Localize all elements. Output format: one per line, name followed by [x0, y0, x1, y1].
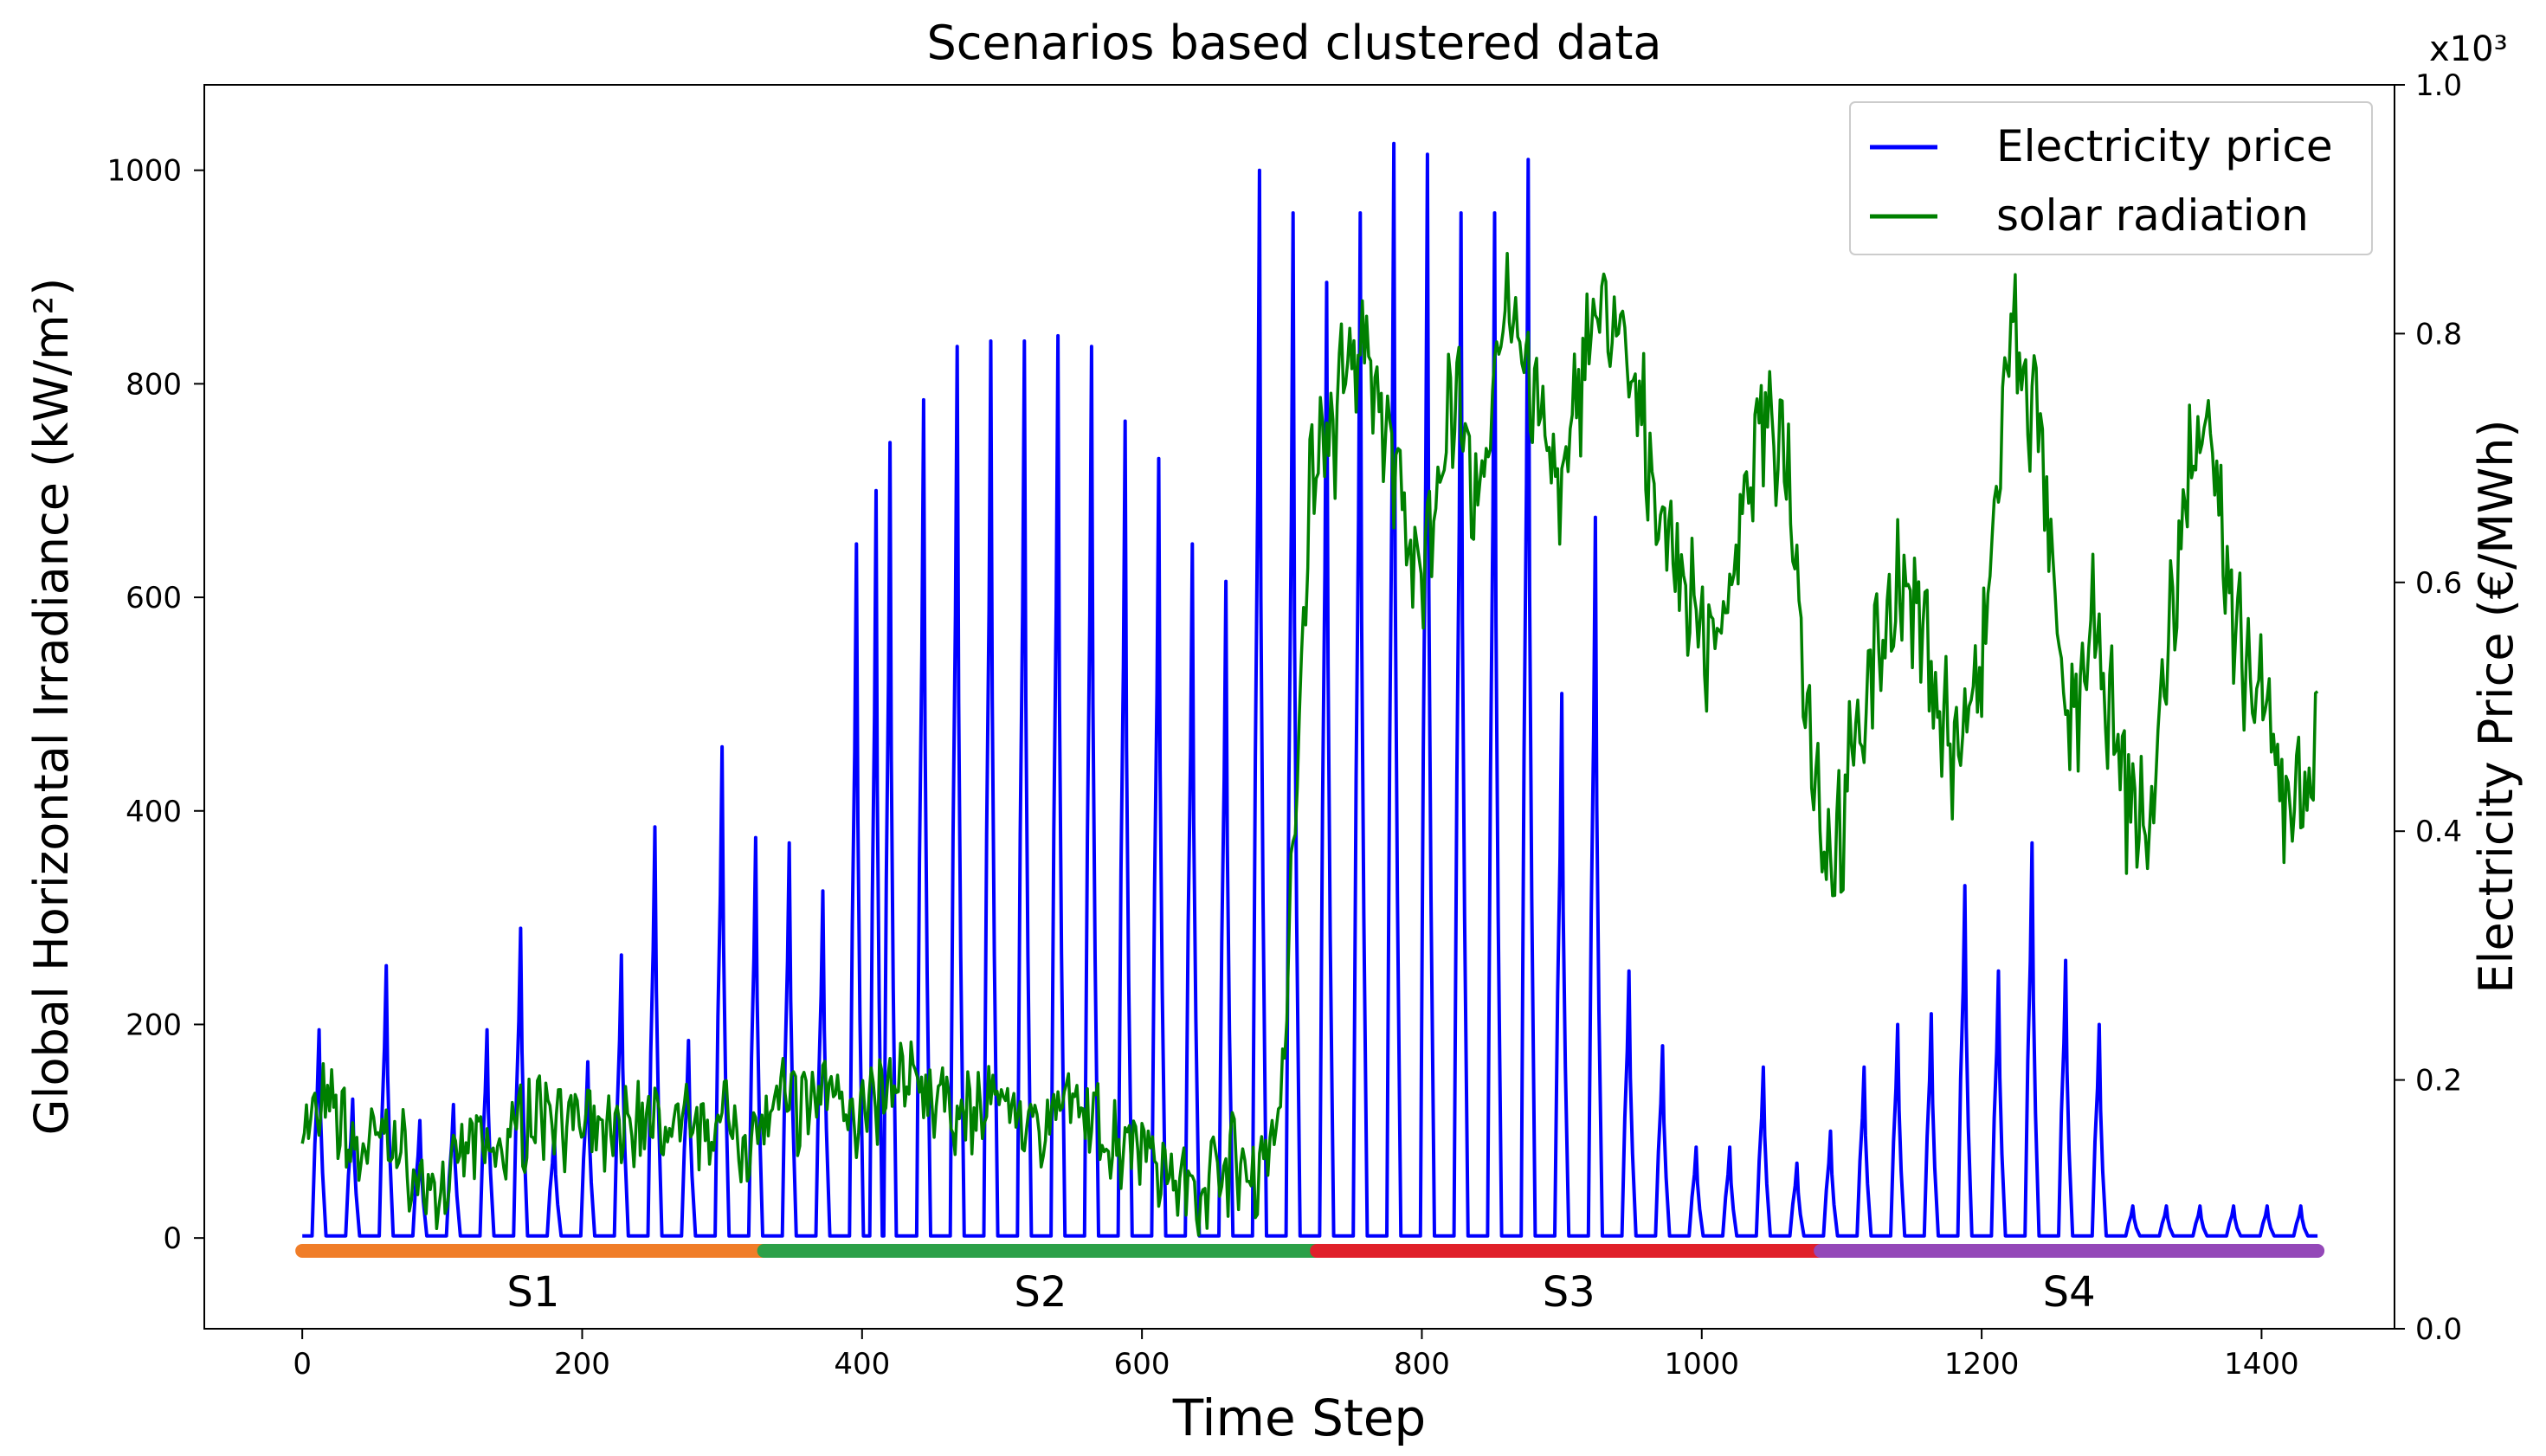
y-axis-left: 0 200 400 600 800 1000: [106, 154, 204, 1256]
x-tick-label: 800: [1394, 1347, 1450, 1382]
plot-area: S1 S2 S3 S4: [295, 141, 2325, 1317]
legend: Electricity price solar radiation: [1849, 101, 2373, 255]
y-axis-right-multiplier: x10³: [2429, 29, 2508, 69]
chart-title: Scenarios based clustered data: [927, 16, 1662, 70]
x-tick-label: 0: [293, 1347, 312, 1382]
scenario-label-s3: S3: [1543, 1268, 1595, 1317]
x-tick-label: 600: [1114, 1347, 1170, 1382]
series-solar-radiation: [300, 251, 2319, 1237]
x-axis: 0 200 400 600 800 1000 1200 1400: [293, 1329, 2299, 1382]
x-tick-label: 1000: [1665, 1347, 1740, 1382]
y-axis-right-label: Electricity Price (€/MWh): [2469, 419, 2523, 993]
y-right-tick-label: 0.8: [2415, 317, 2462, 351]
y-right-tick-label: 0.0: [2415, 1312, 2462, 1347]
y-axis-right: 0.0 0.2 0.4 0.6 0.8 1.0: [2395, 68, 2462, 1347]
y-axis-left-label: Global Horizontal Irradiance (kW/m²): [24, 278, 79, 1136]
scenario-label-s1: S1: [506, 1268, 559, 1317]
y-right-tick-label: 0.2: [2415, 1064, 2462, 1098]
x-tick-label: 1200: [1944, 1347, 2020, 1382]
y-right-tick-label: 0.4: [2415, 815, 2462, 849]
plot-series: [300, 141, 2319, 1238]
scenario-label-s4: S4: [2043, 1268, 2096, 1317]
x-axis-label: Time Step: [1172, 1388, 1426, 1447]
x-tick-label: 1400: [2224, 1347, 2299, 1382]
legend-label-electricity-price: Electricity price: [1996, 121, 2333, 171]
legend-box: [1849, 101, 2373, 255]
scenario-label-s2: S2: [1014, 1268, 1067, 1317]
plot-frame: [203, 84, 2395, 1330]
legend-label-solar-radiation: solar radiation: [1996, 190, 2309, 241]
x-tick-label: 400: [834, 1347, 890, 1382]
y-right-tick-label: 0.6: [2415, 566, 2462, 601]
x-tick-label: 200: [554, 1347, 610, 1382]
y-right-tick-label: 1.0: [2415, 68, 2462, 103]
y-left-tick-label: 1000: [106, 154, 182, 189]
y-left-tick-label: 600: [126, 581, 182, 615]
y-left-tick-label: 400: [126, 795, 182, 829]
y-left-tick-label: 800: [126, 367, 182, 402]
series-electricity-price: [302, 141, 2318, 1238]
y-left-tick-label: 0: [163, 1221, 182, 1256]
y-left-tick-label: 200: [126, 1008, 182, 1042]
